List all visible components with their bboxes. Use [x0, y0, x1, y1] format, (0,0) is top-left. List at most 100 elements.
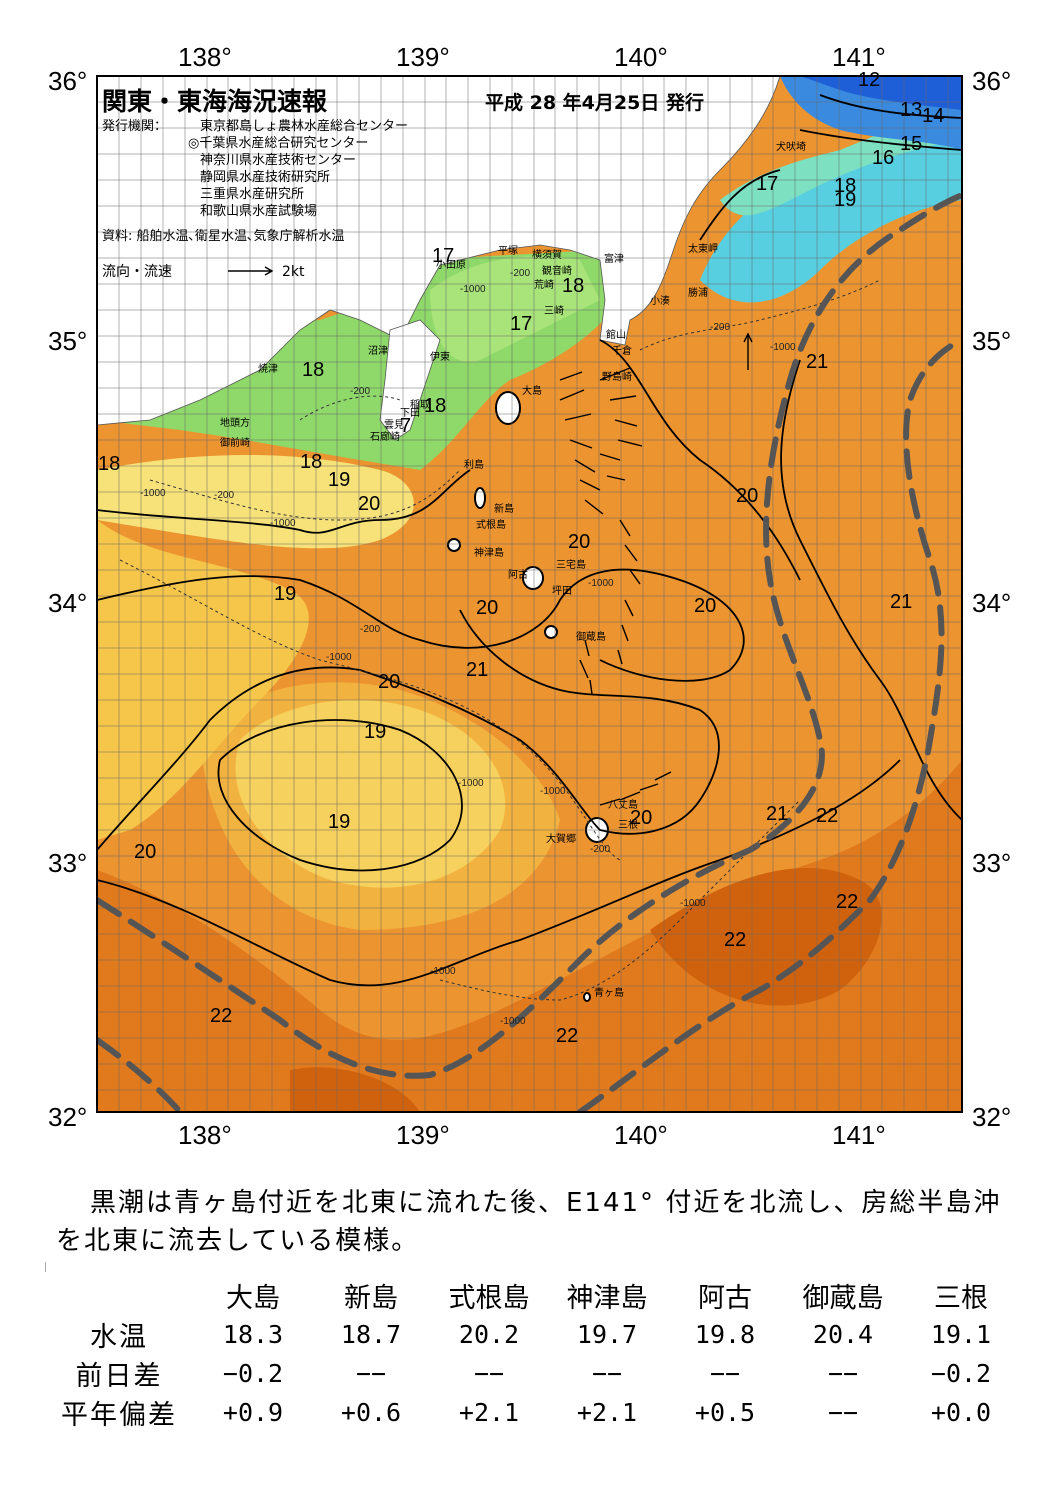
depth-label: -1000: [588, 578, 614, 589]
depth-label: -200: [350, 386, 370, 397]
table-cell: −−: [355, 1359, 387, 1388]
isotherm-label: 22: [724, 929, 746, 951]
isotherm-label: 20: [358, 493, 380, 515]
publisher-item: 神奈川県水産技術センター: [200, 153, 357, 168]
table-cell: 20.4: [812, 1320, 874, 1349]
isotherm-label-group: 12 13 14 15 16 17 18 19 17 18 17 18 18 7…: [98, 69, 944, 1047]
isotherm-label: 18: [302, 359, 324, 381]
lat-label-right: 33°: [972, 848, 1012, 878]
current-arrows: [228, 266, 753, 806]
column-header: 阿古: [698, 1283, 752, 1314]
place-name: 坪田: [552, 584, 572, 597]
publisher-label: 発行機関：: [102, 119, 168, 134]
publisher-block: 発行機関：: [102, 118, 167, 135]
isotherm-label: 22: [210, 1005, 232, 1027]
place-name: 三崎: [544, 304, 564, 317]
place-name: 神津島: [474, 546, 504, 559]
water-12: [800, 76, 962, 110]
place-name: 沼津: [368, 344, 388, 357]
table-cell: −−: [473, 1359, 505, 1388]
place-name: 新島: [494, 502, 514, 515]
table-cell: −−: [827, 1398, 859, 1427]
isotherm-label: 22: [836, 891, 858, 913]
depth-contours: [119, 279, 881, 1001]
publisher-item: ◎千葉県水産総合研究センター: [188, 136, 369, 151]
table-header-row: 大島 新島 式根島 神津島 阿古 御蔵島 三根: [44, 1276, 1020, 1315]
water-22-south: [97, 760, 962, 1112]
isotherm-label: 22: [556, 1025, 578, 1047]
place-name: 観音崎: [542, 264, 572, 277]
depth-label: -1000: [540, 786, 566, 797]
data-sources: 資料: 船舶水温､衛星水温､気象庁解析水温: [102, 229, 345, 244]
isotherm-label: 21: [890, 591, 912, 613]
table-cell: +0.6: [340, 1398, 402, 1427]
divider-mark: [45, 1262, 46, 1272]
column-header: 神津島: [566, 1283, 648, 1314]
place-name: 三根: [618, 818, 638, 831]
place-name: 富津: [604, 252, 624, 265]
isotherm-label: 18: [562, 275, 584, 297]
table-cell: +0.0: [930, 1398, 992, 1427]
place-name: 石廊崎: [370, 430, 400, 443]
isotherm-label: 18: [98, 453, 120, 475]
island-oshima: [495, 391, 521, 425]
isotherm-label: 20: [630, 807, 652, 829]
table-cell: 20.2: [458, 1320, 520, 1349]
publisher-item: 東京都島しょ農林水産総合センター: [200, 119, 409, 134]
table-cell: +0.9: [222, 1398, 284, 1427]
isotherm-label: 20: [134, 841, 156, 863]
observation-table: 大島 新島 式根島 神津島 阿古 御蔵島 三根 水温 18.3 18.7 20.…: [44, 1276, 1020, 1432]
table-cell: 19.7: [576, 1320, 638, 1349]
column-header: 御蔵島: [802, 1283, 884, 1314]
place-name: 式根島: [476, 518, 506, 531]
place-name: 平塚: [498, 245, 518, 257]
flow-legend-label: 流向・流速: [102, 264, 172, 280]
place-name: 八丈島: [608, 798, 638, 811]
depth-label: -1000: [270, 518, 296, 529]
table-row: 水温 18.3 18.7 20.2 19.7 19.8 20.4 19.1: [44, 1315, 1020, 1354]
summary-text: 黒潮は青ヶ島付近を北東に流れた後、E141° 付近を北流し、房総半島沖を北東に流…: [56, 1184, 1006, 1260]
place-name: 千倉: [612, 344, 632, 357]
isotherm-label: 16: [872, 147, 894, 169]
isotherm-label: 17: [756, 173, 778, 195]
place-name: 太東岬: [688, 242, 718, 255]
water-225-south: [290, 1067, 420, 1112]
isotherm-label: 19: [328, 811, 350, 833]
table-cell: −0.2: [222, 1359, 284, 1388]
isotherm-label: 17: [432, 245, 454, 267]
isotherm-label: 19: [834, 189, 856, 211]
publisher-list: 東京都島しょ農林水産総合センター ◎千葉県水産総合研究センター 神奈川県水産技術…: [188, 118, 408, 220]
lat-label-right: 32°: [972, 1102, 1012, 1132]
place-name: 阿古: [508, 568, 528, 581]
water-19-band: [97, 520, 309, 840]
isotherm-label: 12: [858, 69, 880, 91]
table-cell: 18.7: [340, 1320, 402, 1349]
place-name: 荒崎: [534, 278, 554, 291]
row-label: 平年偏差: [61, 1400, 177, 1431]
table-cell: +2.1: [458, 1398, 520, 1427]
water-17: [430, 256, 600, 362]
place-name: 館山: [606, 328, 626, 341]
map-frame: [96, 75, 963, 1113]
table-cell: −0.2: [930, 1359, 992, 1388]
place-name: 大賀郷: [546, 832, 576, 845]
depth-label: -200: [214, 490, 234, 501]
water-195-central: [200, 682, 560, 930]
isotherm-label: 21: [806, 351, 828, 373]
depth-label: -200: [710, 322, 730, 333]
depth-label: -200: [590, 844, 610, 855]
table-row: 平年偏差 +0.9 +0.6 +2.1 +2.1 +0.5 −− +0.0: [44, 1393, 1020, 1432]
depth-label: -1000: [680, 898, 706, 909]
isotherm-label: 20: [378, 671, 400, 693]
place-name: 雲見: [384, 419, 404, 431]
lon-label-bottom: 141°: [832, 1120, 886, 1150]
table-cell: 19.1: [930, 1320, 992, 1349]
isotherm-label: 19: [364, 721, 386, 743]
isotherm-label: 18: [834, 175, 856, 197]
isotherm-label: 21: [466, 659, 488, 681]
place-name: 利島: [464, 458, 484, 471]
lon-label-bottom: 140°: [614, 1120, 668, 1150]
isotherm-label: 7: [400, 415, 411, 437]
isotherm-label: 14: [922, 105, 944, 127]
place-name: 横須賀: [532, 248, 562, 261]
